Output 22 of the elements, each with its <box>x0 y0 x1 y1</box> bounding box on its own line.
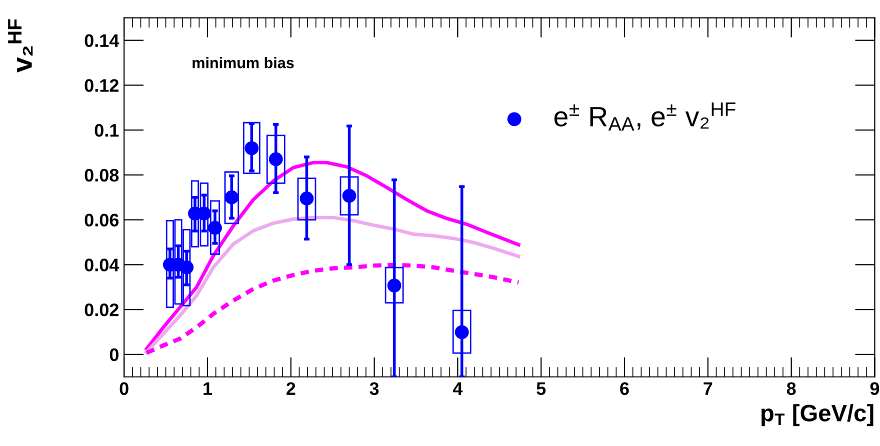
x-tick-label: 6 <box>620 382 629 395</box>
x-tick-label: 8 <box>786 382 796 395</box>
y-axis-title: v₂$^{HF}$ <box>8 19 33 72</box>
y-tick-label: 0.12 <box>84 79 118 92</box>
y-tick-label: 0.06 <box>84 214 119 227</box>
x-tick-label: 0 <box>120 382 128 395</box>
x-axis-title: p$_{T}$ [GeV/c] <box>762 404 874 426</box>
y-tick-label: 0.02 <box>84 303 118 316</box>
annotation: minimum bias <box>192 57 294 68</box>
x-tick-label: 4 <box>452 382 463 395</box>
y-tick-label: 0.14 <box>84 34 120 47</box>
x-tick-label: 9 <box>870 382 880 395</box>
x-tick-label: 3 <box>370 382 379 396</box>
legend-label: e$^{±}$ R$_{AA}$, e$^{±}$ v₂$^{HF}$ <box>554 102 736 131</box>
x-tick-label: 1 <box>204 382 212 395</box>
y-tick-label: 0.04 <box>84 258 120 272</box>
y-tick-label: 0 <box>110 348 118 362</box>
x-tick-label: 7 <box>704 382 712 395</box>
y-tick-label: 0.08 <box>84 168 119 182</box>
y-tick-label: 0.1 <box>94 124 119 137</box>
x-tick-label: 5 <box>536 382 546 395</box>
x-tick-label: 2 <box>286 382 296 395</box>
